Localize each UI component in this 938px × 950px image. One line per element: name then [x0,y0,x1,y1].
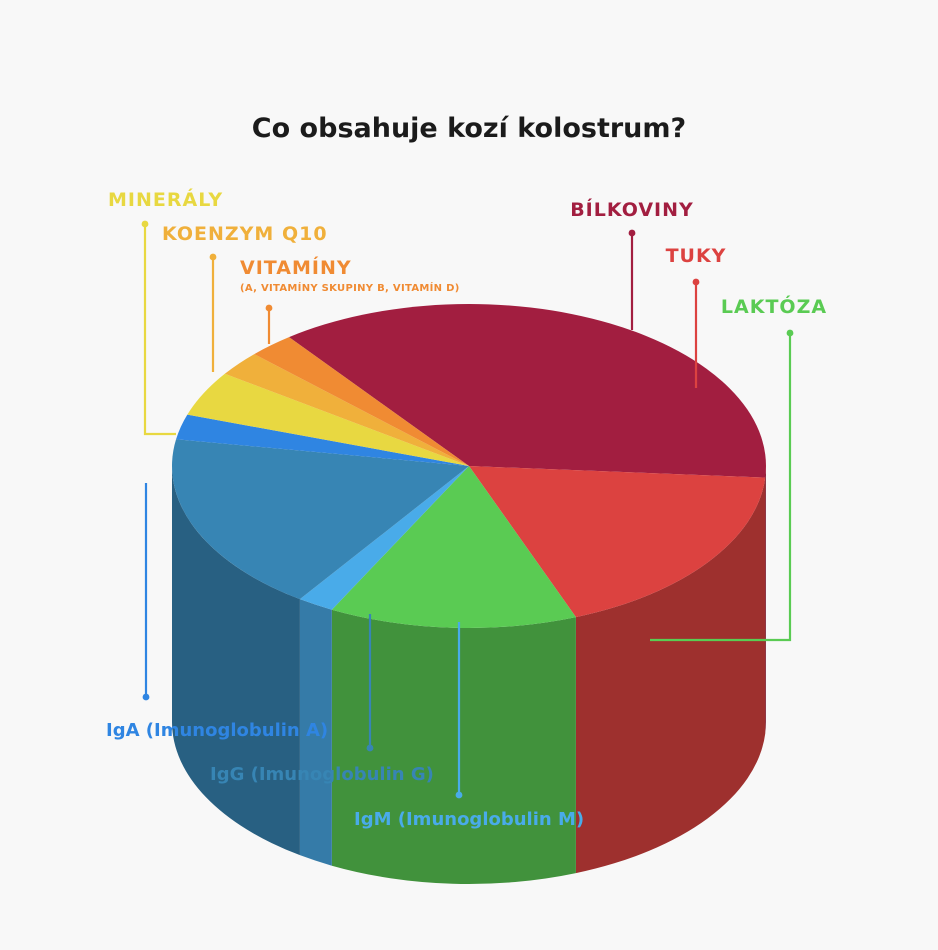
leader-iga-dot [142,693,150,701]
side-igm [299,599,332,866]
side-igg [172,466,300,856]
slice-igm [299,466,469,610]
leader-koenzym-dot [209,253,217,261]
label-vitaminy: VITAMÍNY [240,256,352,279]
leader-mineraly [143,224,176,436]
label-koenzym: KOENZYM Q10 [162,223,328,245]
label-tuky: TUKY [666,245,727,267]
slice-igg [171,439,469,600]
pie-tops [171,304,766,628]
side-laktoza [331,609,576,885]
leader-igm-dot [455,791,463,799]
leader-igg-dot [366,744,374,752]
label-iga: IgA (Imunoglobulin A) [106,720,328,741]
labels: BÍLKOVINY TUKY LAKTÓZA IgA (Imunoglobulin A… [106,188,827,830]
label-mineraly: MINERÁLY [108,188,223,211]
slice-laktoza [331,466,576,628]
pie-sides [172,466,766,885]
slice-tuky [469,466,766,618]
leader-laktoza-dot [786,329,794,337]
leader-laktoza [650,333,792,642]
side-bilkoviny [765,466,766,734]
label-vitaminy-sub: (A, VITAMÍNY SKUPINY B, VITAMÍN D) [240,281,460,294]
slice-vitaminy [254,337,469,466]
slice-koenzym [224,354,469,466]
leader-mineraly-dot [141,220,149,228]
leader-vitaminy-dot [265,304,273,312]
slice-mineraly [187,373,469,466]
side-tuky [575,477,766,874]
label-igm: IgM (Imunoglobulin M) [354,809,584,830]
leader-tuky-dot [692,278,700,286]
leader-lines [141,220,794,799]
label-laktoza: LAKTÓZA [721,294,827,318]
slice-bilkoviny [289,304,766,478]
leader-bilkoviny-dot [628,229,636,237]
label-igg: IgG (Imunoglobulin G) [210,764,434,785]
slice-iga [176,414,469,466]
chart-title: Co obsahuje kozí kolostrum? [252,113,686,144]
label-bilkoviny: BÍLKOVINY [570,198,694,221]
